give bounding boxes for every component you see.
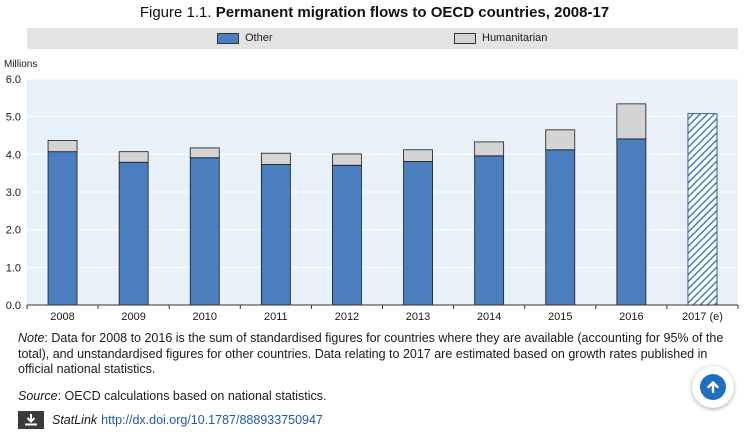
- y-axis-ticks: 0.0 1.0 2.0 3.0 4.0 5.0 6.0: [6, 74, 21, 312]
- y-tick-label: 4.0: [6, 149, 21, 161]
- y-tick-label: 5.0: [6, 112, 21, 124]
- statlink-label: StatLink: [52, 413, 98, 427]
- legend-label-humanitarian: Humanitarian: [482, 32, 548, 44]
- note-text: : Data for 2008 to 2016 is the sum of st…: [18, 331, 724, 376]
- y-tick-label: 0.0: [6, 300, 21, 312]
- bar-humanitarian: [332, 153, 362, 166]
- legend-swatch-other: [217, 32, 239, 44]
- note-label: Note: [18, 331, 45, 345]
- bar-other: [616, 138, 647, 306]
- x-tick-label: 2010: [193, 311, 217, 323]
- bar-humanitarian: [616, 103, 647, 140]
- x-tick-label: 2008: [50, 311, 74, 323]
- bar-other: [189, 157, 220, 306]
- source-text: : OECD calculations based on national st…: [57, 389, 327, 403]
- y-tick-label: 1.0: [6, 262, 21, 274]
- bar-humanitarian: [189, 147, 220, 159]
- legend-swatch-humanitarian: [454, 32, 476, 44]
- bar-other: [260, 164, 291, 306]
- y-axis-unit-label: Millions: [4, 59, 38, 70]
- x-tick-label: 2012: [335, 311, 359, 323]
- figure-note: Note: Data for 2008 to 2016 is the sum o…: [18, 331, 743, 378]
- figure-source: Source: OECD calculations based on natio…: [18, 389, 327, 403]
- bar-humanitarian: [545, 129, 576, 151]
- bar-other: [118, 161, 149, 306]
- x-tick-label: 2017 (e): [682, 311, 723, 323]
- legend-label-other: Other: [245, 32, 273, 44]
- statlink: StatLink http://dx.doi.org/10.1787/88893…: [18, 411, 323, 429]
- bar-humanitarian: [47, 139, 78, 153]
- x-tick-label: 2015: [548, 311, 572, 323]
- download-icon[interactable]: [18, 411, 44, 429]
- x-tick-label: 2014: [477, 311, 501, 323]
- legend-item-other: Other: [217, 32, 273, 44]
- figure-title-text: Permanent migration flows to OECD countr…: [215, 4, 610, 21]
- bar-humanitarian: [118, 151, 149, 163]
- bar-humanitarian: [260, 152, 291, 165]
- statlink-url[interactable]: http://dx.doi.org/10.1787/888933750947: [101, 413, 323, 427]
- chart-legend: Other Humanitarian: [27, 28, 738, 49]
- bar-other: [47, 151, 78, 306]
- x-tick-label: 2016: [619, 311, 643, 323]
- x-axis-ticks: 2008 2009 2010 2011 2012 2013 2014 2015 2016 2017…: [26, 305, 739, 323]
- bar-estimate: [687, 113, 718, 306]
- bar-other: [403, 161, 433, 306]
- x-tick-label: 2009: [121, 311, 145, 323]
- bar-other: [545, 149, 576, 306]
- y-tick-label: 2.0: [6, 225, 21, 237]
- arrow-up-icon: [700, 374, 726, 400]
- figure-prefix: Figure 1.1.: [139, 4, 212, 21]
- y-tick-label: 3.0: [6, 187, 21, 199]
- bars: [47, 103, 718, 306]
- legend-item-humanitarian: Humanitarian: [454, 32, 547, 44]
- bar-other: [474, 155, 505, 306]
- bar-humanitarian: [403, 149, 433, 162]
- x-tick-label: 2013: [406, 311, 430, 323]
- x-tick-label: 2011: [264, 311, 288, 323]
- figure-title: Figure 1.1. Permanent migration flows to…: [0, 4, 749, 21]
- bar-humanitarian: [474, 141, 505, 157]
- y-tick-label: 6.0: [6, 74, 21, 86]
- scroll-to-top-button[interactable]: [692, 366, 734, 408]
- source-label: Source: [18, 389, 58, 403]
- bar-other: [332, 164, 362, 306]
